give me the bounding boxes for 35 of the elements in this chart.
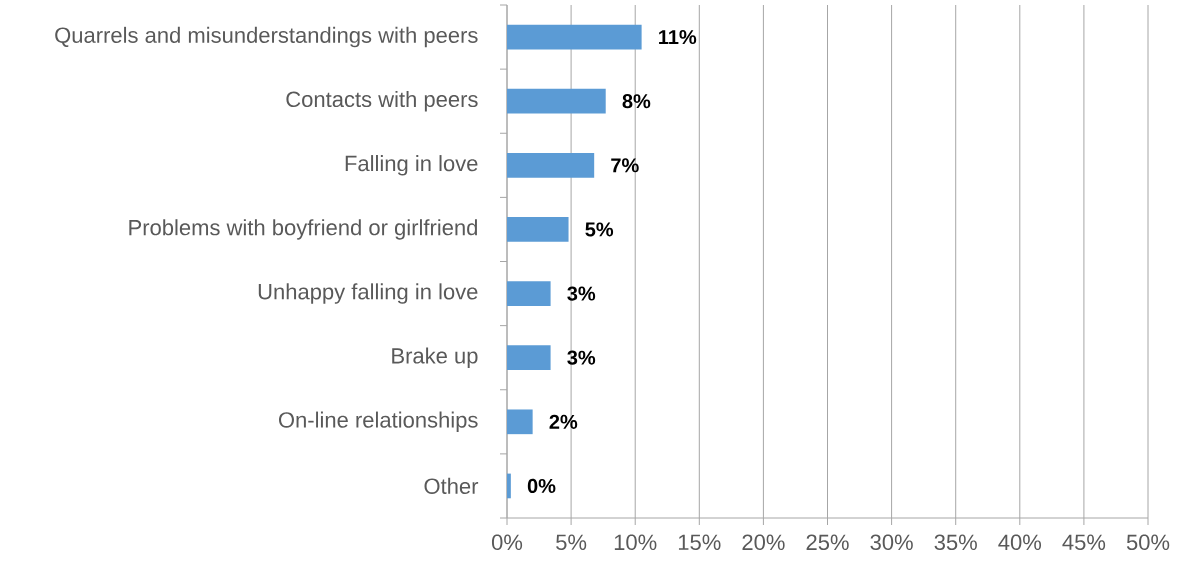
x-tick-label: 5% [556, 534, 587, 551]
bar [507, 24, 642, 50]
y-tick-label: Contacts with peers [286, 90, 478, 112]
y-tick-label: Falling in love [345, 155, 478, 176]
bar [507, 88, 606, 114]
x-tick-label: 10% [614, 534, 657, 551]
data-label: 11% [659, 30, 697, 45]
x-tick-label: 35% [934, 534, 977, 551]
bar [507, 217, 569, 242]
bar [507, 152, 595, 178]
bar [507, 409, 533, 435]
x-tick-label: 15% [678, 534, 721, 551]
data-label: 7% [611, 158, 639, 173]
data-label: 3% [567, 350, 596, 365]
y-tick-label: Other [424, 477, 479, 495]
x-tick-label: 45% [1062, 534, 1106, 551]
y-tick-label: Brake up [392, 347, 478, 368]
x-tick-label: 40% [998, 534, 1042, 551]
y-tick-label: Quarrels and misunderstandings with peers [55, 26, 478, 48]
x-tick-label: 50% [1126, 534, 1170, 551]
data-label: 2% [549, 414, 578, 429]
y-tick-label: On-line relationships [278, 411, 478, 433]
data-label: 0% [527, 478, 556, 494]
data-label: 3% [567, 286, 596, 301]
x-tick-label: 25% [806, 534, 849, 551]
y-tick-label: Unhappy falling in love [258, 283, 478, 304]
bar [507, 281, 551, 306]
x-tick-label: 20% [742, 534, 785, 551]
data-label: 5% [585, 222, 614, 237]
bar [507, 345, 551, 371]
y-tick-label: Problems with boyfriend or girlfriend [129, 219, 477, 240]
data-label: 8% [622, 94, 651, 109]
bar [507, 473, 511, 499]
x-tick-label: 30% [870, 534, 913, 551]
x-tick-label: 0% [491, 534, 523, 551]
